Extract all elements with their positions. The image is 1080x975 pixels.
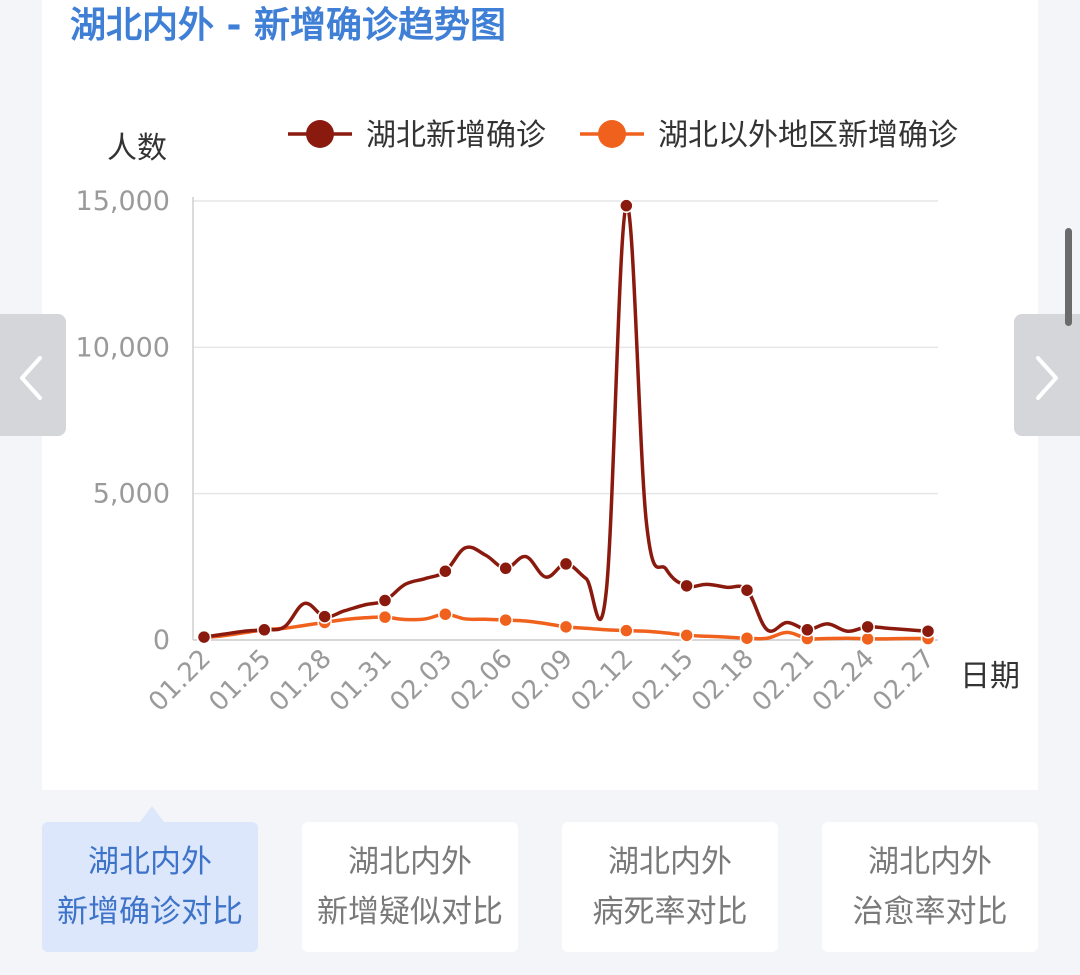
tab-new-confirmed[interactable]: 湖北内外 新增确诊对比: [42, 822, 258, 952]
tab-fatality-rate[interactable]: 湖北内外 病死率对比: [562, 822, 778, 952]
data-point-hubei[interactable]: [739, 582, 755, 598]
tab-label-line2: 病死率对比: [592, 894, 748, 930]
tab-label-line2: 治愈率对比: [852, 894, 1008, 930]
chart-legend[interactable]: 湖北新增确诊 湖北以外地区新增确诊: [288, 118, 958, 153]
data-point-hubei[interactable]: [377, 593, 393, 608]
prev-chart-button[interactable]: [0, 314, 66, 436]
chart-series: [196, 198, 936, 647]
tab-label-line1: 湖北内外: [608, 844, 732, 880]
chevron-right-icon: [1036, 356, 1058, 400]
data-point-hubei[interactable]: [498, 561, 513, 576]
x-tick-label: 02.24: [807, 644, 881, 718]
chart-card: [42, 0, 1038, 790]
chart-labels: 05,00010,00015,00001.2201.2501.2801.3102…: [76, 131, 1020, 718]
chart: 湖北新增确诊 湖北以外地区新增确诊 05,00010,00015,00001.22…: [76, 118, 1020, 718]
scrollbar-thumb[interactable]: [1065, 228, 1072, 326]
legend-swatch-marker: [598, 120, 626, 148]
data-point-outside[interactable]: [498, 612, 513, 628]
data-point-hubei[interactable]: [196, 629, 212, 645]
data-point-hubei[interactable]: [860, 619, 875, 635]
tab-label-line2: 新增确诊对比: [57, 894, 243, 930]
x-tick-label: 02.09: [505, 644, 579, 718]
x-tick-label: 01.31: [324, 644, 398, 718]
y-axis-title: 人数: [107, 131, 167, 166]
chart-axes: [192, 197, 938, 641]
data-point-hubei[interactable]: [558, 556, 574, 572]
tab-label-line2: 新增疑似对比: [317, 894, 503, 930]
active-tab-pointer: [140, 806, 164, 822]
legend-label: 湖北以外地区新增确诊: [658, 118, 958, 153]
x-axis-title: 日期: [960, 659, 1020, 694]
x-tick-label: 01.25: [203, 644, 277, 718]
tab-new-suspected[interactable]: 湖北内外 新增疑似对比: [302, 822, 518, 952]
x-tick-label: 02.12: [565, 644, 639, 718]
tab-label-line1: 湖北内外: [868, 844, 992, 880]
data-point-outside[interactable]: [377, 609, 393, 625]
x-tick-label: 02.06: [445, 644, 519, 718]
page-title: 湖北内外 - 新增确诊趋势图: [70, 5, 507, 46]
legend-item-hubei[interactable]: 湖北新增确诊: [288, 118, 546, 153]
data-point-hubei[interactable]: [800, 622, 815, 638]
tab-label-line1: 湖北内外: [348, 844, 472, 880]
data-point-outside[interactable]: [438, 606, 453, 622]
next-chart-button[interactable]: [1014, 314, 1080, 436]
x-tick-label: 02.18: [686, 644, 760, 718]
y-tick-label: 5,000: [93, 479, 170, 510]
chevron-left-icon: [20, 356, 42, 400]
series-line-hubei: [203, 203, 929, 639]
x-tick-label: 02.15: [626, 644, 700, 718]
chart-grid: [193, 200, 938, 641]
data-point-peak[interactable]: [619, 198, 634, 213]
data-point-outside[interactable]: [739, 630, 755, 646]
data-point-outside[interactable]: [558, 619, 574, 635]
data-point-outside[interactable]: [860, 631, 875, 647]
data-point-outside[interactable]: [619, 623, 634, 638]
data-point-hubei[interactable]: [317, 609, 332, 624]
legend-label: 湖北新增确诊: [366, 118, 546, 153]
data-point-hubei[interactable]: [679, 578, 694, 594]
data-point-outside[interactable]: [679, 628, 694, 643]
y-tick-label: 0: [153, 625, 170, 656]
tab-label-line1: 湖北内外: [88, 844, 212, 880]
y-tick-label: 10,000: [76, 332, 170, 363]
x-tick-label: 01.28: [264, 644, 338, 718]
x-tick-label: 02.27: [867, 644, 941, 718]
tab-recovery-rate[interactable]: 湖北内外 治愈率对比: [822, 822, 1038, 952]
legend-item-outside[interactable]: 湖北以外地区新增确诊: [580, 118, 958, 153]
data-point-hubei[interactable]: [920, 623, 936, 639]
legend-swatch-marker: [306, 120, 334, 148]
data-point-hubei[interactable]: [438, 563, 453, 579]
x-tick-label: 02.21: [746, 644, 820, 718]
x-tick-label: 02.03: [384, 644, 458, 718]
data-point-hubei[interactable]: [257, 622, 272, 638]
y-tick-label: 15,000: [76, 186, 170, 217]
